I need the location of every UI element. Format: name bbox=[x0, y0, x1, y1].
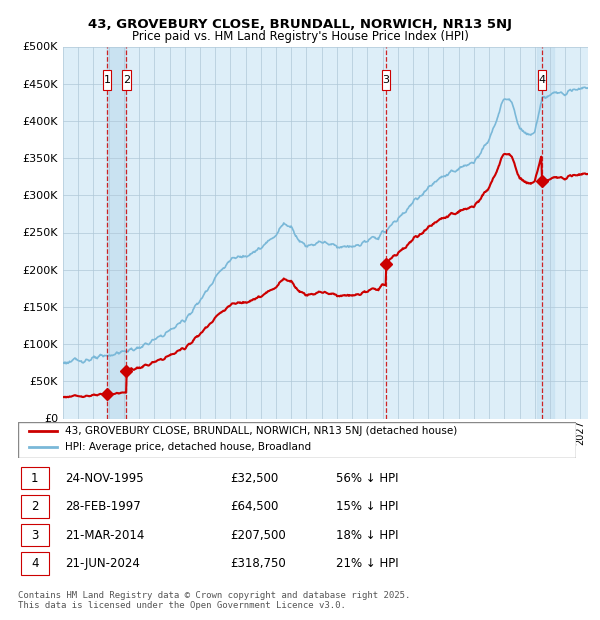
Text: £32,500: £32,500 bbox=[230, 472, 278, 484]
Text: 4: 4 bbox=[31, 557, 38, 570]
Bar bbox=[538, 46, 554, 419]
Text: 21% ↓ HPI: 21% ↓ HPI bbox=[336, 557, 398, 570]
Text: £207,500: £207,500 bbox=[230, 529, 286, 541]
Text: Contains HM Land Registry data © Crown copyright and database right 2025.
This d: Contains HM Land Registry data © Crown c… bbox=[18, 591, 410, 610]
Bar bbox=[21, 524, 49, 546]
Bar bbox=[21, 495, 49, 518]
Text: 56% ↓ HPI: 56% ↓ HPI bbox=[336, 472, 398, 484]
Text: 2: 2 bbox=[31, 500, 38, 513]
Text: 2: 2 bbox=[123, 75, 130, 85]
Text: 15% ↓ HPI: 15% ↓ HPI bbox=[336, 500, 398, 513]
Text: 1: 1 bbox=[31, 472, 38, 484]
Text: 43, GROVEBURY CLOSE, BRUNDALL, NORWICH, NR13 5NJ: 43, GROVEBURY CLOSE, BRUNDALL, NORWICH, … bbox=[88, 19, 512, 31]
Text: Price paid vs. HM Land Registry's House Price Index (HPI): Price paid vs. HM Land Registry's House … bbox=[131, 30, 469, 43]
Text: 4: 4 bbox=[538, 75, 545, 85]
Bar bbox=[21, 467, 49, 489]
Bar bbox=[21, 552, 49, 575]
Bar bbox=[107, 46, 127, 419]
Text: HPI: Average price, detached house, Broadland: HPI: Average price, detached house, Broa… bbox=[65, 443, 311, 453]
FancyBboxPatch shape bbox=[122, 69, 131, 91]
FancyBboxPatch shape bbox=[382, 69, 390, 91]
Text: 28-FEB-1997: 28-FEB-1997 bbox=[65, 500, 141, 513]
Text: 43, GROVEBURY CLOSE, BRUNDALL, NORWICH, NR13 5NJ (detached house): 43, GROVEBURY CLOSE, BRUNDALL, NORWICH, … bbox=[65, 427, 458, 436]
FancyBboxPatch shape bbox=[538, 69, 546, 91]
Text: 21-JUN-2024: 21-JUN-2024 bbox=[65, 557, 140, 570]
FancyBboxPatch shape bbox=[103, 69, 112, 91]
Text: 21-MAR-2014: 21-MAR-2014 bbox=[65, 529, 145, 541]
Text: 3: 3 bbox=[31, 529, 38, 541]
Text: £318,750: £318,750 bbox=[230, 557, 286, 570]
Text: 18% ↓ HPI: 18% ↓ HPI bbox=[336, 529, 398, 541]
Text: £64,500: £64,500 bbox=[230, 500, 278, 513]
Text: 1: 1 bbox=[104, 75, 110, 85]
Text: 3: 3 bbox=[382, 75, 389, 85]
Text: 24-NOV-1995: 24-NOV-1995 bbox=[65, 472, 144, 484]
